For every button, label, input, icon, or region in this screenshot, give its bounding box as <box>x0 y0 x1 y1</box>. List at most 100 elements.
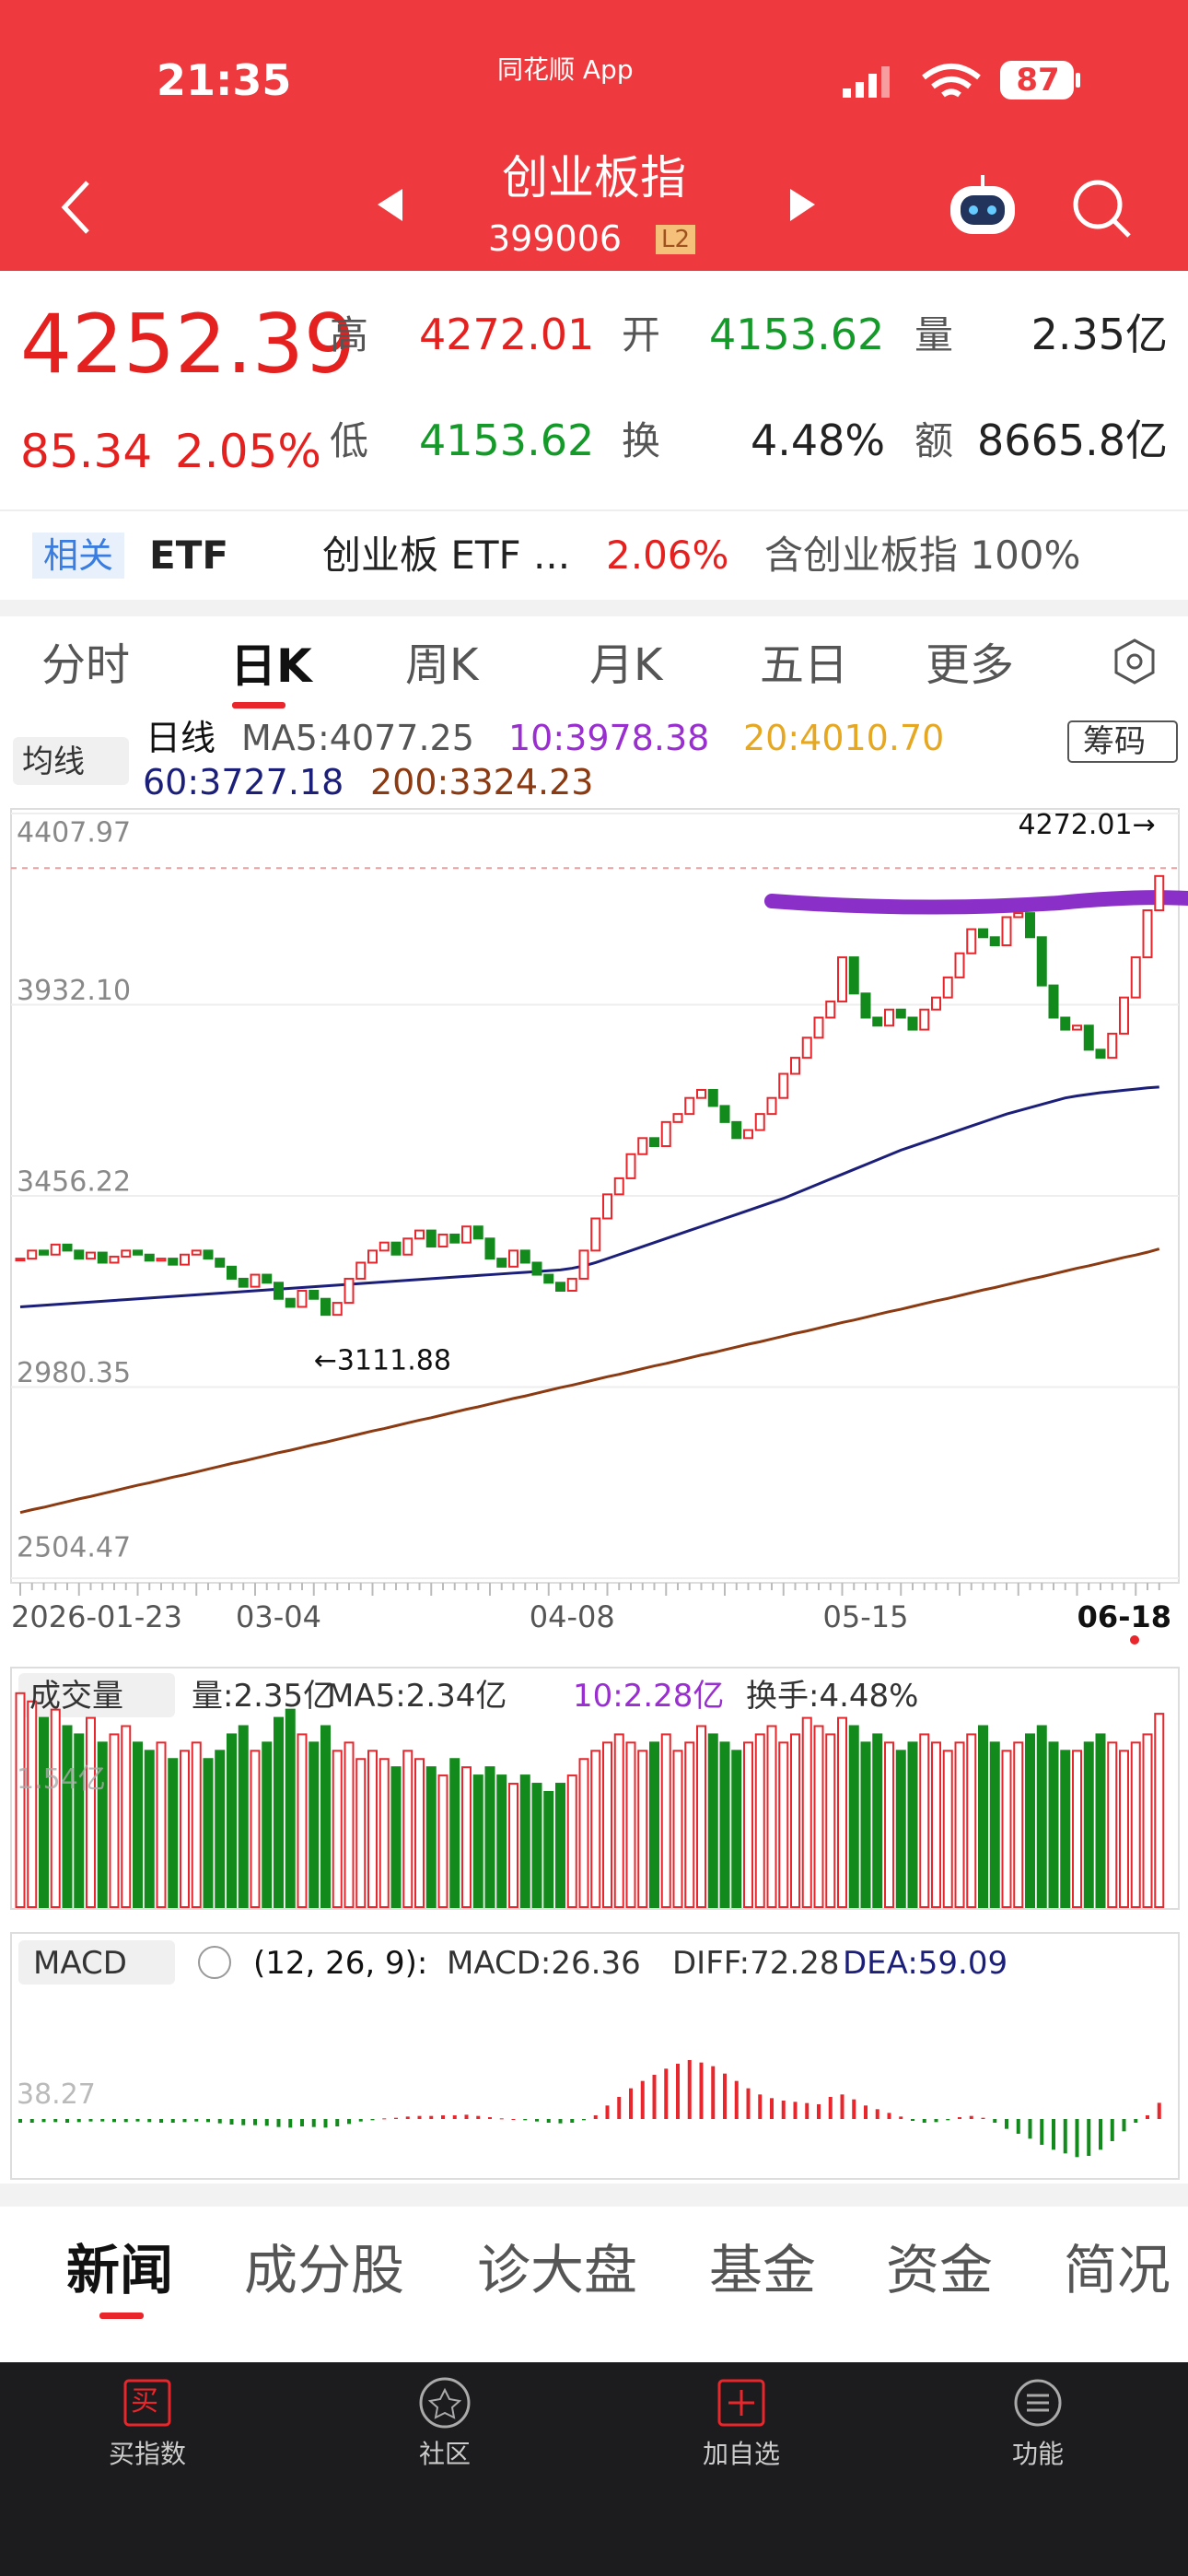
legend: DEA:59.09 <box>843 1945 1008 1982</box>
bottom-tab[interactable]: 简况 <box>1064 2239 1171 2301</box>
bar <box>472 1774 483 1908</box>
volume-chip[interactable] <box>18 1673 175 1717</box>
next-icon[interactable] <box>790 189 815 221</box>
candle <box>484 1237 495 1260</box>
candle <box>144 1253 155 1262</box>
help-icon[interactable] <box>198 1946 231 1979</box>
bar <box>754 1733 765 1908</box>
bottom-tab[interactable]: 成分股 <box>244 2239 405 2301</box>
bar <box>170 2119 175 2123</box>
candle <box>707 1088 718 1107</box>
settings-icon[interactable] <box>1114 638 1155 685</box>
candle <box>637 1137 648 1155</box>
bar <box>969 2115 973 2119</box>
ma-chip[interactable] <box>13 737 129 785</box>
nav-item[interactable]: 社区 <box>418 2439 471 2469</box>
bar <box>464 2114 469 2119</box>
y-tick-label: 2980.35 <box>17 1357 131 1389</box>
nav-icon-text: 买 <box>131 2385 158 2418</box>
bar <box>135 2119 140 2122</box>
candle <box>613 1177 624 1196</box>
bar <box>523 2119 528 2121</box>
robot-icon[interactable] <box>950 175 1015 234</box>
tab[interactable]: 日K <box>230 639 312 693</box>
prev-icon[interactable] <box>378 189 402 221</box>
bar <box>194 2119 199 2122</box>
candle <box>931 996 941 1011</box>
candle <box>660 1120 671 1148</box>
bar <box>100 2119 105 2122</box>
tab[interactable]: 五日 <box>760 639 849 691</box>
candle <box>954 952 965 978</box>
bar <box>123 2119 128 2123</box>
nav-item[interactable]: 加自选 <box>702 2439 780 2469</box>
tab[interactable]: 周K <box>405 639 479 691</box>
bar <box>778 1741 789 1908</box>
bar <box>288 2119 293 2128</box>
nav-item[interactable]: 功能 <box>1011 2439 1064 2469</box>
bar <box>605 2105 610 2119</box>
etf-kind: ETF <box>149 533 229 578</box>
bar <box>461 1766 472 1908</box>
title: 创业板指 <box>502 151 686 205</box>
bar <box>664 2068 669 2119</box>
legend: 成交量 <box>29 1678 123 1715</box>
x-tick-label: 2026-01-23 <box>11 1599 182 1634</box>
legend: MA5:2.34亿 <box>327 1678 507 1715</box>
bar <box>390 1766 402 1908</box>
bar <box>217 2119 222 2124</box>
tab[interactable]: 分时 <box>41 639 131 691</box>
bottom-tab[interactable]: 新闻 <box>66 2239 174 2301</box>
bottom-tab[interactable]: 基金 <box>709 2239 817 2301</box>
x-tick-label: 04-08 <box>530 1599 615 1634</box>
stat-label: 高 <box>330 312 369 357</box>
candle <box>790 1057 800 1075</box>
bar <box>215 1750 226 1908</box>
candle <box>332 1302 343 1317</box>
bar <box>441 2115 445 2119</box>
y-tick-label: 2504.47 <box>17 1532 131 1564</box>
bar <box>731 1750 742 1908</box>
bar <box>1040 2119 1044 2145</box>
bar <box>978 1725 988 1908</box>
bar <box>344 1741 355 1908</box>
bar <box>476 2115 481 2119</box>
search-icon[interactable] <box>1073 180 1131 238</box>
etf-name[interactable]: 创业板 ETF ... <box>322 533 571 578</box>
candle <box>754 1113 765 1131</box>
bar <box>1016 2119 1020 2134</box>
bar <box>262 1741 273 1908</box>
macd-chip[interactable] <box>18 1940 175 1985</box>
candle <box>743 1129 753 1140</box>
bar <box>1107 1741 1118 1908</box>
bar <box>578 1758 589 1908</box>
back-icon[interactable] <box>61 181 89 234</box>
candle <box>978 928 988 939</box>
nav-item[interactable]: 买指数 <box>108 2439 186 2469</box>
bar <box>1134 2119 1138 2123</box>
bar <box>449 1758 460 1908</box>
bar <box>370 2119 375 2121</box>
candle <box>1048 984 1059 1019</box>
bar <box>50 1708 61 1908</box>
bar <box>1075 2119 1079 2158</box>
tab[interactable]: 月K <box>589 639 663 691</box>
bar <box>1072 1750 1082 1908</box>
bottom-tab[interactable]: 诊大盘 <box>477 2239 638 2301</box>
bottom-tab[interactable]: 资金 <box>886 2239 994 2301</box>
x-tick-label: 03-04 <box>236 1599 321 1634</box>
candle <box>1013 912 1024 919</box>
candle <box>344 1277 355 1305</box>
y-tick-label: 38.27 <box>17 2078 96 2111</box>
legend: MACD:26.36 <box>447 1945 641 1982</box>
candle <box>1095 1048 1106 1060</box>
bar <box>649 1741 659 1908</box>
candle <box>801 1036 812 1060</box>
signal-icon <box>843 66 890 98</box>
bar <box>652 2075 657 2119</box>
chip-button[interactable] <box>1067 720 1178 763</box>
x-tick-label: 06-18 <box>1077 1599 1171 1634</box>
tab[interactable]: 更多 <box>926 639 1015 691</box>
candle <box>625 1153 636 1179</box>
volume-frame <box>10 1667 1180 1910</box>
